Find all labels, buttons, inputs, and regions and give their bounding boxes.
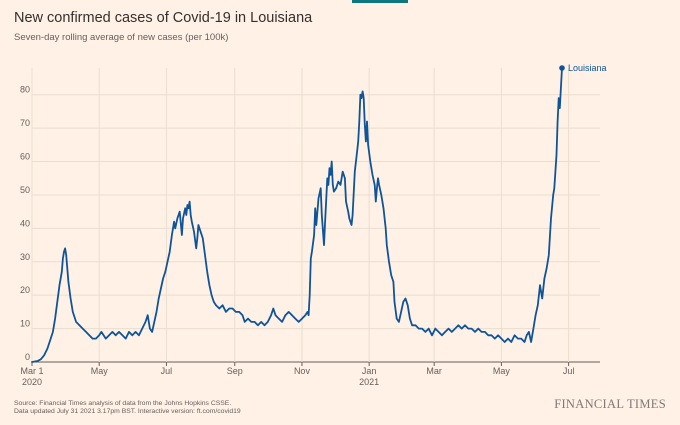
y-tick-label: 40 — [20, 218, 30, 228]
y-tick-label: 10 — [20, 319, 30, 329]
y-tick-label: 30 — [20, 252, 30, 262]
y-tick-label: 50 — [20, 185, 30, 195]
x-tick-label: Sep — [227, 366, 243, 376]
x-tick-label: Nov — [294, 366, 311, 376]
x-tick-label: Jul — [161, 366, 173, 376]
y-tick-label: 80 — [20, 85, 30, 95]
x-tick-label: Jul — [563, 366, 575, 376]
y-tick-label: 20 — [20, 285, 30, 295]
footer-source: Source: Financial Times analysis of data… — [14, 400, 232, 407]
series-line-louisiana — [31, 67, 563, 363]
chart-title: New confirmed cases of Covid-19 in Louis… — [14, 10, 313, 26]
y-tick-label: 0 — [25, 352, 30, 362]
x-tick-sublabel: 2020 — [22, 377, 42, 387]
y-tick-label: 60 — [20, 152, 30, 162]
header-accent-bar — [352, 0, 408, 3]
footer-updated: Data updated July 31 2021 3.17pm BST. In… — [14, 408, 241, 415]
x-tick-label: Mar — [426, 366, 442, 376]
series-endpoint-marker — [559, 65, 565, 71]
series-label: Louisiana — [568, 63, 607, 73]
x-tick-sublabel: 2021 — [359, 377, 379, 387]
x-tick-label: May — [493, 366, 511, 376]
x-tick-label: Jan — [362, 366, 377, 376]
x-tick-label: May — [91, 366, 109, 376]
y-tick-label: 70 — [20, 118, 30, 128]
chart-subtitle: Seven-day rolling average of new cases (… — [14, 32, 229, 43]
brand-logo: FINANCIAL TIMES — [554, 397, 666, 411]
x-tick-label: Mar 1 — [20, 366, 43, 376]
